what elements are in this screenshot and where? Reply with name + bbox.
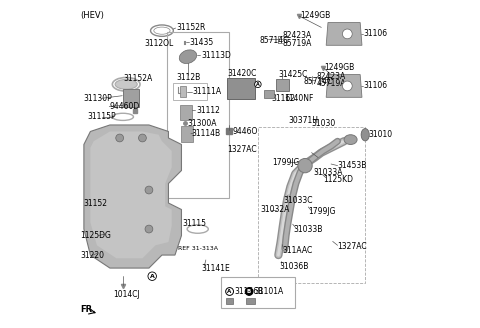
- Text: 31113D: 31113D: [201, 51, 231, 60]
- Text: 31152R: 31152R: [177, 23, 206, 32]
- Text: 31030: 31030: [312, 119, 336, 128]
- Bar: [226, 298, 233, 304]
- Text: 31152: 31152: [84, 198, 108, 208]
- Text: 1140NF: 1140NF: [284, 94, 313, 103]
- Circle shape: [148, 272, 156, 280]
- Text: A: A: [228, 289, 232, 294]
- Text: 31152A: 31152A: [123, 74, 152, 83]
- Text: 31453B: 31453B: [337, 161, 367, 170]
- Text: 1327AC: 1327AC: [227, 145, 257, 154]
- Circle shape: [298, 158, 312, 173]
- Text: 85714C: 85714C: [260, 36, 289, 45]
- Ellipse shape: [361, 129, 369, 141]
- Text: 31220: 31220: [81, 251, 105, 259]
- Text: 31033A: 31033A: [313, 168, 343, 177]
- Text: 31115P: 31115P: [87, 113, 116, 121]
- Text: 31115: 31115: [182, 219, 206, 228]
- Text: 31130P: 31130P: [84, 94, 113, 103]
- Text: 1799JG: 1799JG: [273, 158, 300, 167]
- Text: 85714C: 85714C: [303, 76, 333, 86]
- Text: A: A: [256, 82, 260, 87]
- Circle shape: [254, 81, 261, 88]
- Text: 31141E: 31141E: [201, 264, 230, 273]
- Bar: [180, 86, 186, 97]
- Circle shape: [245, 288, 253, 296]
- Bar: [227, 78, 254, 99]
- Text: 31162: 31162: [272, 94, 296, 103]
- Text: 1125DG: 1125DG: [81, 231, 111, 240]
- Bar: [264, 90, 274, 98]
- Text: 94460D: 94460D: [110, 102, 140, 111]
- Text: (HEV): (HEV): [81, 11, 105, 20]
- Text: 31010: 31010: [369, 130, 393, 138]
- Text: 31156B: 31156B: [235, 287, 264, 296]
- FancyBboxPatch shape: [221, 277, 295, 308]
- Text: 1014CJ: 1014CJ: [113, 290, 140, 298]
- Bar: [181, 126, 193, 142]
- Bar: [123, 89, 139, 107]
- Text: 1249GB: 1249GB: [300, 10, 330, 20]
- Bar: [276, 79, 289, 91]
- Text: 31033B: 31033B: [294, 225, 323, 234]
- Circle shape: [145, 225, 153, 233]
- Text: 3112OL: 3112OL: [144, 39, 173, 48]
- Circle shape: [342, 29, 352, 39]
- Text: 1799JG: 1799JG: [308, 207, 336, 216]
- Circle shape: [116, 134, 123, 142]
- Polygon shape: [326, 23, 362, 45]
- Text: 1327AC: 1327AC: [337, 242, 367, 252]
- Text: 45719A: 45719A: [316, 79, 346, 88]
- Ellipse shape: [179, 50, 197, 64]
- Ellipse shape: [115, 79, 137, 89]
- Text: 1125KD: 1125KD: [323, 175, 353, 184]
- Text: 31033C: 31033C: [284, 196, 313, 205]
- Ellipse shape: [344, 135, 357, 145]
- Text: 31032A: 31032A: [260, 205, 289, 214]
- Circle shape: [145, 186, 153, 194]
- Circle shape: [342, 81, 352, 91]
- Polygon shape: [84, 125, 181, 268]
- Text: 85719A: 85719A: [282, 38, 312, 48]
- Text: 31300A: 31300A: [187, 119, 217, 128]
- Polygon shape: [90, 132, 172, 258]
- Text: 31111A: 31111A: [193, 87, 222, 96]
- Polygon shape: [326, 74, 362, 97]
- Text: 31112: 31112: [196, 106, 220, 115]
- Circle shape: [139, 134, 146, 142]
- Text: B: B: [247, 289, 251, 294]
- Bar: [246, 298, 254, 304]
- Text: 82423A: 82423A: [316, 72, 346, 81]
- Text: 3112B: 3112B: [177, 73, 201, 82]
- Text: FR.: FR.: [81, 305, 96, 314]
- Text: 31101A: 31101A: [254, 287, 284, 296]
- Text: 31106: 31106: [363, 30, 388, 38]
- Text: A: A: [150, 274, 155, 279]
- Text: 31106: 31106: [363, 81, 388, 91]
- Text: 31036B: 31036B: [280, 262, 309, 271]
- Circle shape: [226, 288, 233, 296]
- Text: 31435: 31435: [190, 37, 214, 47]
- Text: 1249GB: 1249GB: [324, 63, 355, 72]
- Text: 31114B: 31114B: [192, 129, 221, 138]
- Text: 9446O: 9446O: [232, 127, 258, 136]
- Text: 31420C: 31420C: [227, 69, 256, 78]
- Text: REF 31-313A: REF 31-313A: [178, 246, 218, 251]
- Text: 30371H: 30371H: [288, 115, 318, 125]
- Text: 31425C: 31425C: [278, 70, 308, 79]
- Text: 82423A: 82423A: [282, 31, 312, 40]
- Bar: [180, 106, 192, 120]
- Text: 311AAC: 311AAC: [282, 246, 312, 255]
